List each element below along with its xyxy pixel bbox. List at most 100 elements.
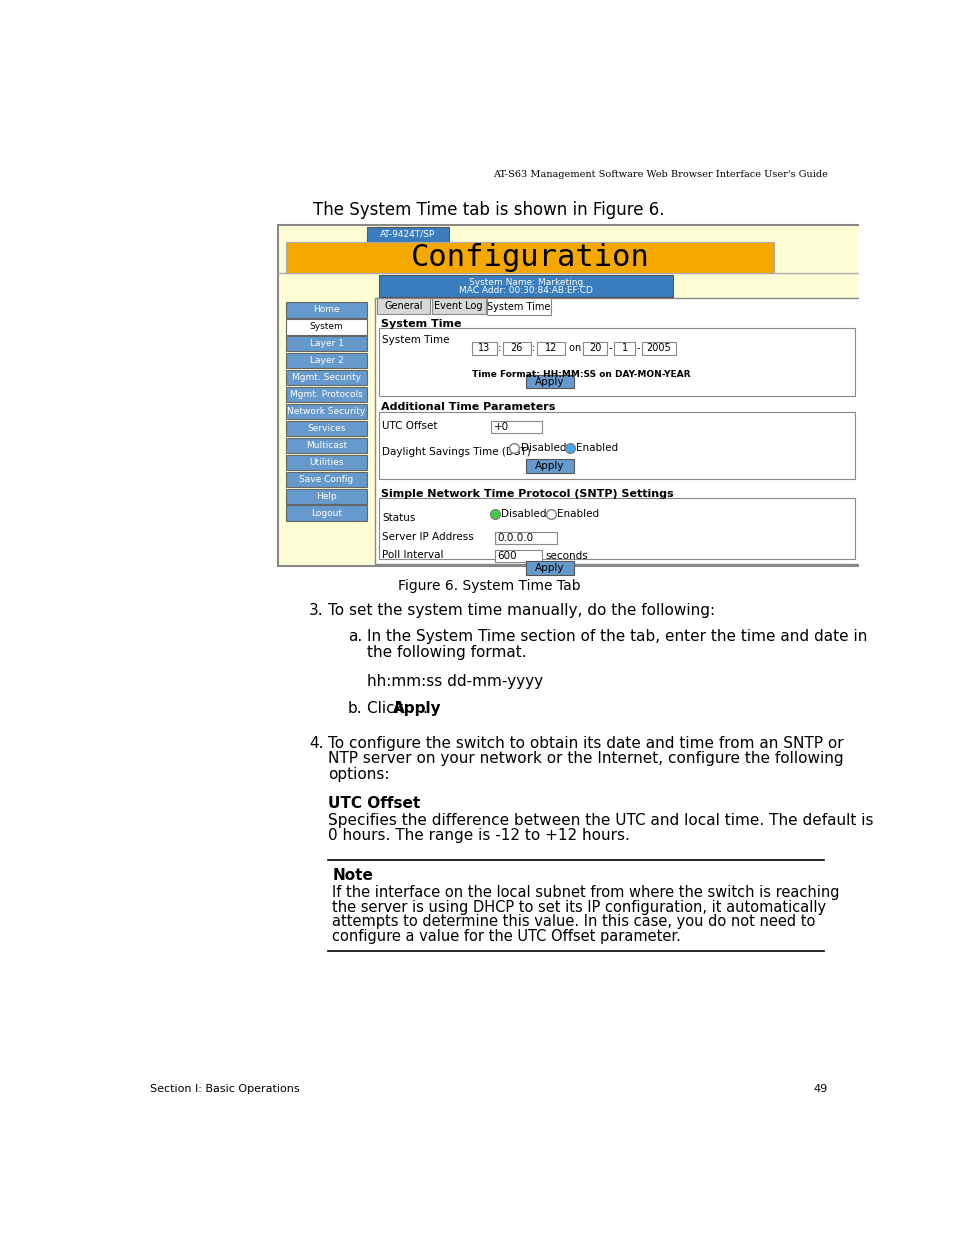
Text: Save Config: Save Config bbox=[299, 474, 354, 484]
Text: Mgmt. Protocols: Mgmt. Protocols bbox=[290, 390, 362, 399]
Bar bbox=[286, 505, 367, 521]
Text: 2005: 2005 bbox=[646, 343, 671, 353]
Text: System Time: System Time bbox=[381, 319, 461, 330]
Bar bbox=[537, 342, 564, 354]
Text: In the System Time section of the tab, enter the time and date in: In the System Time section of the tab, e… bbox=[367, 630, 866, 645]
Text: Figure 6. System Time Tab: Figure 6. System Time Tab bbox=[397, 579, 579, 593]
Text: System: System bbox=[310, 322, 343, 331]
Bar bbox=[495, 531, 557, 543]
Bar bbox=[378, 411, 855, 479]
Bar bbox=[377, 299, 430, 314]
Text: 600: 600 bbox=[497, 551, 517, 561]
Bar bbox=[286, 472, 367, 487]
Bar bbox=[525, 459, 574, 473]
Text: hh:mm:ss dd-mm-yyyy: hh:mm:ss dd-mm-yyyy bbox=[367, 674, 543, 689]
Bar bbox=[286, 370, 367, 385]
Text: Click: Click bbox=[367, 701, 408, 716]
Text: Utilities: Utilities bbox=[309, 458, 343, 467]
Text: Apply: Apply bbox=[393, 701, 441, 716]
Bar bbox=[582, 342, 607, 354]
Bar bbox=[367, 227, 448, 242]
Bar bbox=[472, 342, 497, 354]
Text: Specifies the difference between the UTC and local time. The default is: Specifies the difference between the UTC… bbox=[328, 813, 873, 827]
Text: Layer 1: Layer 1 bbox=[310, 340, 343, 348]
Text: 49: 49 bbox=[813, 1084, 827, 1094]
Bar bbox=[378, 275, 673, 296]
Text: Home: Home bbox=[313, 305, 339, 315]
Text: Multicast: Multicast bbox=[306, 441, 347, 450]
Text: 1: 1 bbox=[620, 343, 627, 353]
Text: Event Log: Event Log bbox=[434, 301, 482, 311]
Bar bbox=[495, 550, 541, 562]
Text: Note: Note bbox=[332, 868, 373, 883]
Bar bbox=[378, 329, 855, 396]
Bar bbox=[286, 404, 367, 419]
Text: 0.0.0.0: 0.0.0.0 bbox=[497, 532, 533, 543]
Text: b.: b. bbox=[348, 701, 362, 716]
Bar bbox=[491, 421, 541, 433]
Text: -: - bbox=[636, 343, 639, 353]
Text: +0: +0 bbox=[493, 422, 508, 432]
Text: AT-S63 Management Software Web Browser Interface User's Guide: AT-S63 Management Software Web Browser I… bbox=[492, 169, 827, 179]
Text: System Time: System Time bbox=[487, 301, 550, 311]
Text: Disabled: Disabled bbox=[500, 509, 546, 519]
Bar bbox=[286, 387, 367, 403]
Text: :: : bbox=[531, 343, 535, 353]
Bar bbox=[431, 299, 485, 314]
Text: attempts to determine this value. In this case, you do not need to: attempts to determine this value. In thi… bbox=[332, 914, 815, 930]
Text: If the interface on the local subnet from where the switch is reaching: If the interface on the local subnet fro… bbox=[332, 885, 839, 900]
Bar bbox=[286, 454, 367, 471]
Text: the server is using DHCP to set its IP configuration, it automatically: the server is using DHCP to set its IP c… bbox=[332, 900, 825, 915]
Bar bbox=[286, 336, 367, 352]
Text: Additional Time Parameters: Additional Time Parameters bbox=[381, 403, 555, 412]
Text: 4.: 4. bbox=[309, 736, 323, 751]
Text: System Time: System Time bbox=[381, 335, 449, 345]
Text: the following format.: the following format. bbox=[367, 645, 526, 659]
Text: Disabled: Disabled bbox=[520, 442, 566, 453]
Text: General: General bbox=[384, 301, 422, 311]
Text: seconds: seconds bbox=[545, 551, 588, 561]
Bar bbox=[378, 498, 855, 558]
Text: Help: Help bbox=[315, 492, 336, 500]
Text: Network Security: Network Security bbox=[287, 408, 365, 416]
Text: 20: 20 bbox=[588, 343, 600, 353]
Bar bbox=[487, 299, 550, 315]
Bar bbox=[641, 342, 676, 354]
Text: UTC Offset: UTC Offset bbox=[381, 421, 437, 431]
Text: UTC Offset: UTC Offset bbox=[328, 795, 420, 810]
Text: Services: Services bbox=[307, 424, 345, 433]
Bar bbox=[286, 319, 367, 335]
Text: To configure the switch to obtain its date and time from an SNTP or: To configure the switch to obtain its da… bbox=[328, 736, 843, 751]
Text: AT-9424T/SP: AT-9424T/SP bbox=[380, 230, 436, 238]
Text: configure a value for the UTC Offset parameter.: configure a value for the UTC Offset par… bbox=[332, 929, 680, 944]
Bar bbox=[502, 342, 530, 354]
Text: MAC Addr: 00:30:84:AB:EF:CD: MAC Addr: 00:30:84:AB:EF:CD bbox=[458, 285, 593, 295]
Bar bbox=[286, 353, 367, 368]
Text: System Name: Marketing: System Name: Marketing bbox=[469, 278, 582, 288]
Text: Section I: Basic Operations: Section I: Basic Operations bbox=[150, 1084, 299, 1094]
Text: Configuration: Configuration bbox=[410, 243, 649, 272]
Text: 0 hours. The range is -12 to +12 hours.: 0 hours. The range is -12 to +12 hours. bbox=[328, 829, 630, 844]
Bar bbox=[375, 299, 861, 564]
Text: Apply: Apply bbox=[535, 461, 564, 472]
Text: options:: options: bbox=[328, 767, 390, 782]
Text: on: on bbox=[565, 343, 583, 353]
Text: Enabled: Enabled bbox=[557, 509, 598, 519]
Bar bbox=[525, 561, 574, 574]
Bar bbox=[525, 374, 574, 389]
Text: 3.: 3. bbox=[309, 603, 323, 618]
Text: Time Format: HH:MM:SS on DAY-MON-YEAR: Time Format: HH:MM:SS on DAY-MON-YEAR bbox=[472, 370, 690, 379]
Bar bbox=[278, 225, 864, 567]
Text: .: . bbox=[422, 701, 427, 716]
Bar bbox=[286, 437, 367, 453]
Text: Logout: Logout bbox=[311, 509, 342, 517]
Text: :: : bbox=[497, 343, 500, 353]
Text: Mgmt. Security: Mgmt. Security bbox=[292, 373, 361, 382]
Text: 13: 13 bbox=[477, 343, 490, 353]
Text: Simple Network Time Protocol (SNTP) Settings: Simple Network Time Protocol (SNTP) Sett… bbox=[381, 489, 673, 499]
Text: The System Time tab is shown in Figure 6.: The System Time tab is shown in Figure 6… bbox=[313, 200, 664, 219]
Bar bbox=[286, 242, 773, 273]
Text: Apply: Apply bbox=[535, 377, 564, 387]
Text: Enabled: Enabled bbox=[576, 442, 618, 453]
Text: Layer 2: Layer 2 bbox=[310, 356, 343, 366]
